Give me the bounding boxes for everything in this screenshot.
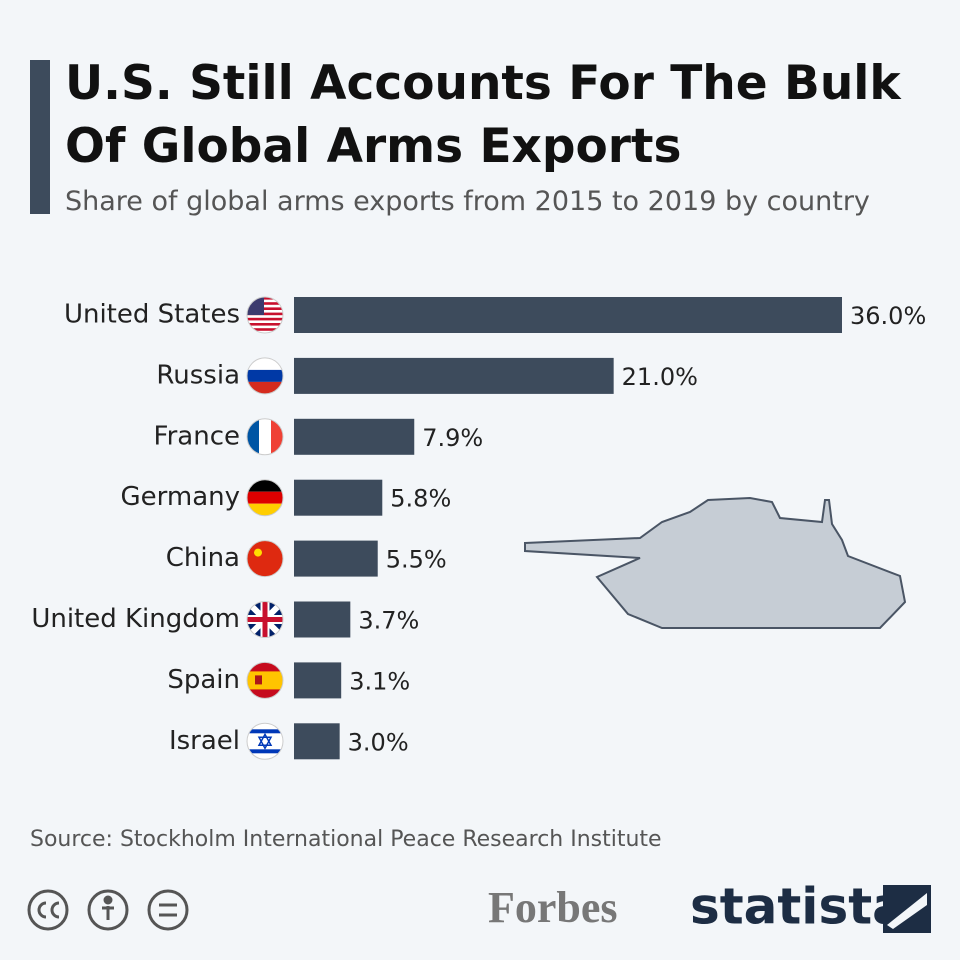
bar xyxy=(294,540,378,577)
flag-part xyxy=(247,312,283,316)
flag-part xyxy=(247,503,283,516)
flag-part xyxy=(247,749,283,754)
flag-part xyxy=(247,307,283,310)
bar xyxy=(294,479,383,516)
category-label: Israel xyxy=(169,726,240,756)
bar xyxy=(294,601,351,638)
category-label: China xyxy=(166,543,240,573)
flag-border xyxy=(246,357,284,395)
flag-icon xyxy=(247,601,283,638)
tank-silhouette xyxy=(524,496,907,629)
value-label: 3.0% xyxy=(348,728,409,756)
flag-icon xyxy=(247,479,283,516)
flag-part xyxy=(247,381,283,394)
flag-border xyxy=(246,296,284,334)
flag-icon xyxy=(247,418,283,455)
forbes-logo: Forbes xyxy=(488,883,618,932)
flag-part xyxy=(247,601,283,638)
value-label: 3.1% xyxy=(349,667,410,695)
flag-border xyxy=(246,479,284,517)
category-label: Spain xyxy=(167,665,240,695)
flag-icon xyxy=(247,723,283,760)
value-label: 3.7% xyxy=(358,607,419,635)
flag-part xyxy=(247,540,283,577)
flag-part xyxy=(247,297,283,300)
flag-part xyxy=(247,491,283,504)
value-label: 21.0% xyxy=(622,363,698,391)
flag-part xyxy=(247,418,259,455)
flag-part xyxy=(247,328,283,331)
category-label: United Kingdom xyxy=(31,604,240,634)
flag-border xyxy=(246,661,284,699)
value-label: 5.5% xyxy=(386,546,447,574)
flag-border xyxy=(246,601,284,638)
bar xyxy=(294,357,614,394)
chart-title: U.S. Still Accounts For The Bulk Of Glob… xyxy=(65,56,901,174)
category-label: Germany xyxy=(120,482,240,512)
bar xyxy=(294,297,842,333)
flag-part xyxy=(255,675,262,685)
flag-part xyxy=(247,729,283,734)
statista-mark xyxy=(883,885,931,933)
flag-part xyxy=(271,418,283,455)
category-label: Russia xyxy=(156,360,240,390)
category-label: France xyxy=(154,421,240,451)
statista-logo: statista xyxy=(690,878,906,936)
flag-border xyxy=(246,418,284,456)
flag-icon xyxy=(247,297,283,333)
value-label: 7.9% xyxy=(422,424,483,452)
bar xyxy=(294,418,415,455)
flag-border xyxy=(246,540,284,578)
flag-icon xyxy=(247,662,283,699)
bar xyxy=(294,662,342,699)
flag-icon xyxy=(247,357,283,394)
license-icons xyxy=(27,889,189,931)
title-accent xyxy=(30,60,50,214)
bar xyxy=(294,723,340,760)
value-label: 5.8% xyxy=(390,485,451,513)
flag-part xyxy=(257,732,273,750)
flag-icon xyxy=(247,540,283,577)
flag-part xyxy=(247,479,283,492)
flag-part xyxy=(247,317,283,321)
chart-subtitle: Share of global arms exports from 2015 t… xyxy=(65,186,870,217)
flag-part xyxy=(247,323,283,326)
source-note: Source: Stockholm International Peace Re… xyxy=(30,827,662,852)
flag-border xyxy=(246,722,284,760)
flag-part xyxy=(254,548,262,557)
flag-part xyxy=(247,369,283,382)
flag-part xyxy=(247,302,283,305)
flag-part xyxy=(247,671,283,690)
value-label: 36.0% xyxy=(850,302,926,330)
category-label: United States xyxy=(64,300,240,330)
